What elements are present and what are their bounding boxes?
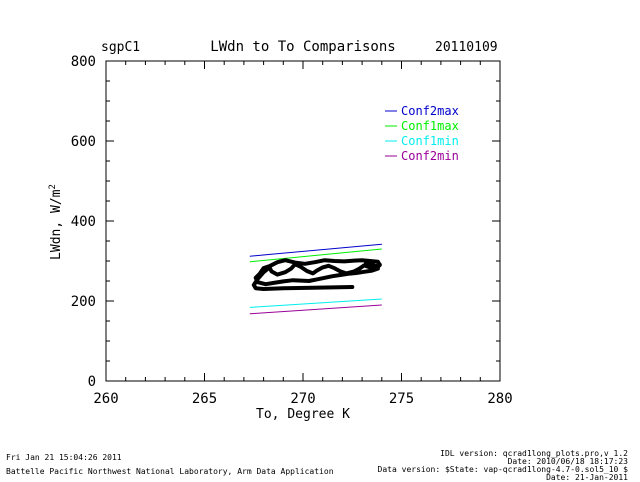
y-axis-label-group: LWdn, W/m2	[48, 184, 64, 260]
tick-labels: 260 265 270 275 280 0 200 400 600 800	[71, 54, 513, 407]
chart-title: LWdn to To Comparisons	[210, 39, 395, 55]
series-line-conf1max	[249, 248, 382, 263]
x-tick-label: 280	[487, 391, 512, 407]
organization: Battelle Pacific Northwest National Labo…	[6, 467, 334, 476]
y-tick-label: 200	[71, 294, 96, 310]
series-line-conf1min	[249, 298, 382, 308]
observed-trace	[251, 258, 382, 291]
y-tick-label: 800	[71, 54, 96, 70]
x-tick-label: 265	[192, 391, 217, 407]
legend-label: Conf1min	[401, 134, 459, 148]
x-tick-label: 275	[389, 391, 414, 407]
legend-label: Conf2min	[401, 149, 459, 163]
y-tick-label: 400	[71, 214, 96, 230]
data-version: Data version: $State: vap-qcrad1long-4.7…	[377, 465, 628, 474]
x-axis-label: To, Degree K	[256, 407, 350, 422]
idl-date: Date: 2010/06/18 18:17:23	[507, 457, 628, 466]
y-tick-label: 600	[71, 134, 96, 150]
y-tick-label: 0	[88, 374, 96, 390]
legend-label: Conf2max	[401, 104, 459, 118]
idl-version: IDL version: qcrad1long_plots.pro,v 1.2	[440, 449, 628, 458]
plot-frame	[105, 60, 501, 382]
observed-data	[251, 258, 382, 291]
data-date: Date: 21-Jan-2011	[546, 473, 628, 482]
site-label: sgpC1	[101, 40, 140, 55]
x-tick-label: 260	[93, 391, 118, 407]
series-line-conf2max	[249, 243, 382, 257]
legend-label: Conf1max	[401, 119, 459, 133]
x-tick-label: 270	[290, 391, 315, 407]
series-line-conf2min	[249, 304, 382, 315]
run-time: Fri Jan 21 15:04:26 2011	[6, 453, 122, 462]
y-axis-label-superscript: 2	[48, 184, 58, 189]
series-lines	[249, 243, 382, 315]
y-axis-label-text: LWdn, W/m	[49, 189, 64, 260]
date-label: 20110109	[435, 40, 498, 55]
y-axis-label: LWdn, W/m2	[48, 184, 64, 260]
